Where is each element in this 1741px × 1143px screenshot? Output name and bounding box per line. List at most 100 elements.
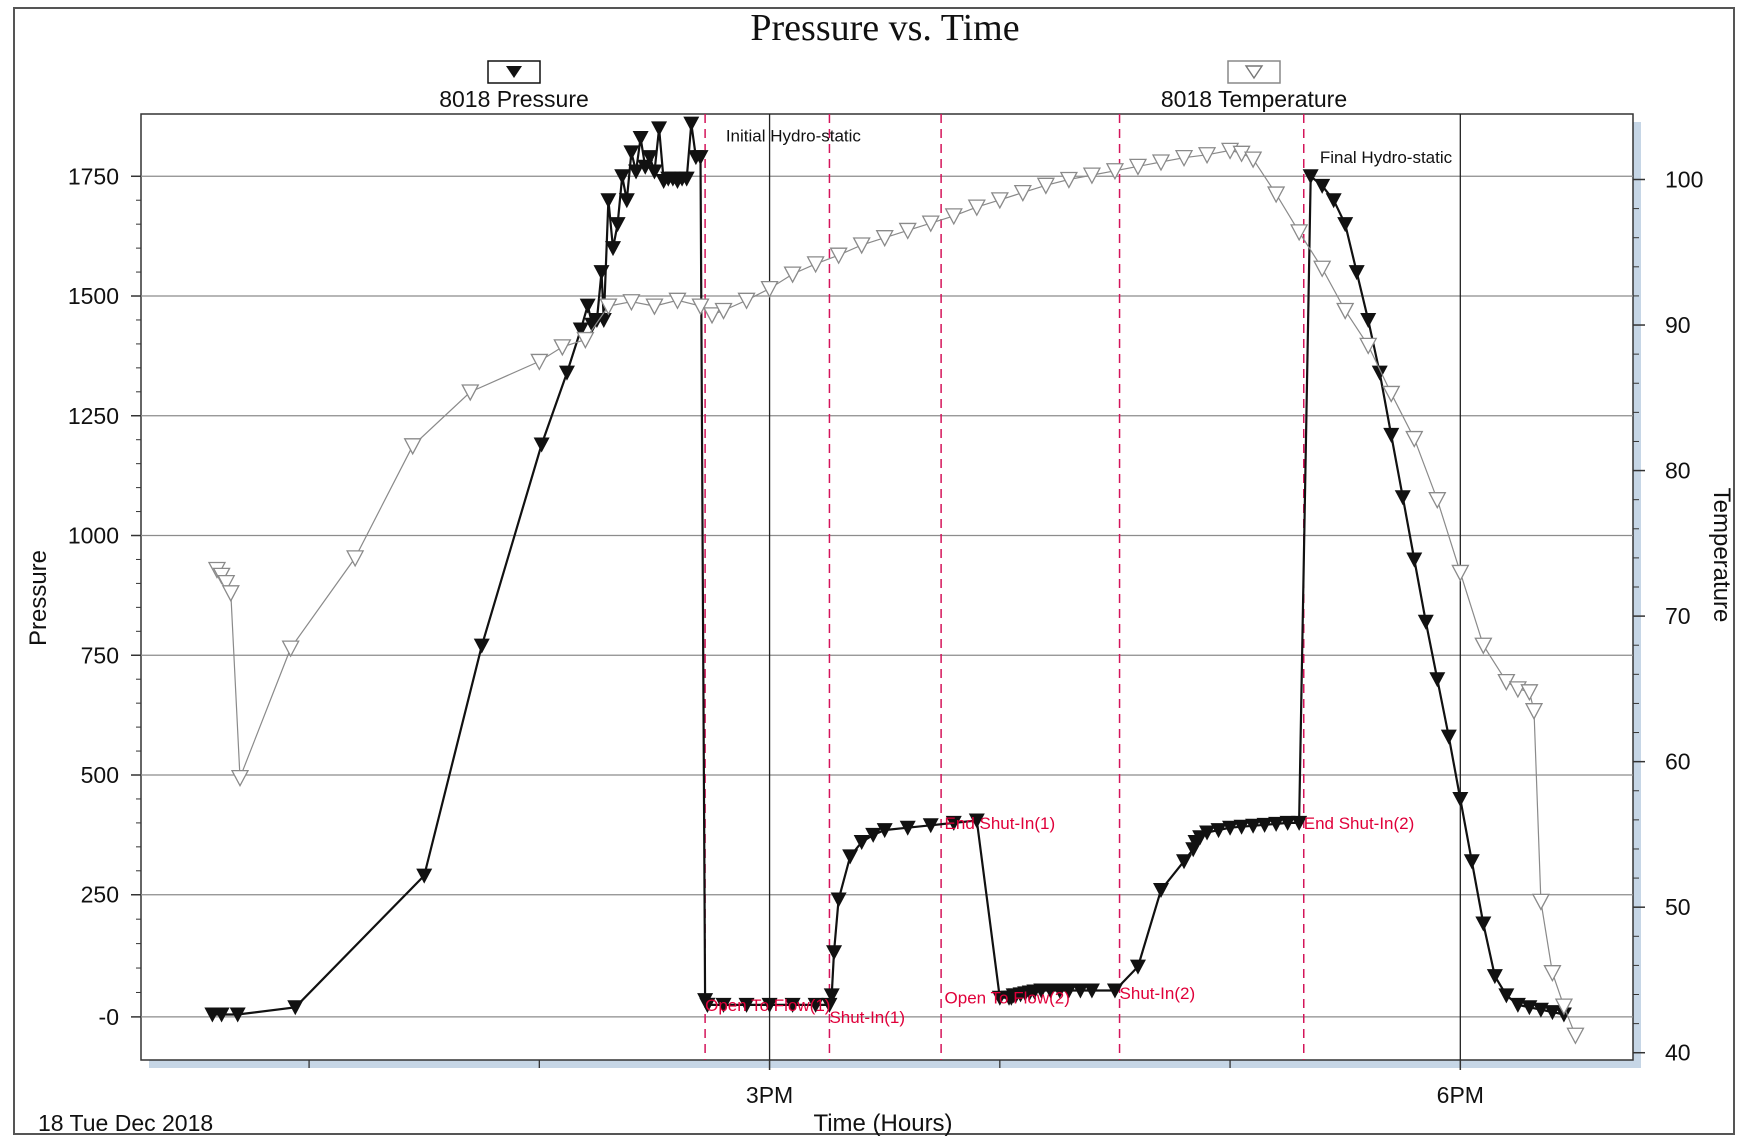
- temperature-point: [1313, 260, 1332, 278]
- temperature-point: [1244, 151, 1263, 169]
- temperature-point: [1520, 684, 1539, 702]
- temperature-point: [921, 215, 940, 233]
- temperature-point: [668, 292, 687, 310]
- pressure-point: [823, 988, 840, 1004]
- pressure-point: [651, 121, 668, 137]
- y-tick-label: 1000: [68, 523, 119, 549]
- temperature-point: [1543, 965, 1562, 983]
- pressure-point: [1463, 854, 1480, 870]
- y2-tick-label: 90: [1665, 312, 1691, 338]
- pressure-point: [600, 193, 617, 209]
- temperature-point: [875, 230, 894, 248]
- temperature-point: [1174, 150, 1194, 168]
- pressure-point: [1233, 819, 1250, 835]
- temperature-point: [530, 353, 549, 371]
- pressure-point: [699, 997, 716, 1013]
- pressure-point: [826, 945, 843, 961]
- temperature-point: [403, 438, 422, 456]
- pressure-point: [876, 823, 893, 839]
- pressure-point: [1256, 817, 1273, 833]
- legend-pressure-label: 8018 Pressure: [439, 86, 589, 112]
- temperature-point: [829, 247, 848, 265]
- pressure-point: [1429, 672, 1446, 688]
- pressure-point: [761, 997, 778, 1013]
- event-annotation: End Shut-In(1): [945, 814, 1056, 833]
- pressure-point: [1544, 1005, 1561, 1021]
- temperature-point: [1082, 167, 1102, 185]
- temperature-point: [221, 585, 240, 603]
- y-tick-label: 1500: [68, 283, 119, 309]
- pressure-point: [605, 241, 622, 257]
- temperature-point: [852, 237, 871, 255]
- legend-temperature-marker: [1244, 65, 1264, 80]
- y-tick-label: 1750: [68, 163, 119, 189]
- pressure-point: [1417, 614, 1434, 630]
- date-label: 18 Tue Dec 2018: [38, 1110, 213, 1136]
- y2-axis-label: Temperature: [1708, 488, 1735, 623]
- pressure-point: [618, 193, 635, 209]
- pressure-point: [1452, 791, 1469, 807]
- pressure-point: [1210, 823, 1227, 839]
- temperature-point: [1428, 492, 1447, 510]
- temperature-point: [1036, 177, 1055, 195]
- y-tick-label: 1250: [68, 403, 119, 429]
- event-annotation: Shut-In(1): [829, 1008, 905, 1027]
- pressure-point: [1475, 916, 1492, 932]
- pressure-point: [1176, 854, 1193, 870]
- pressure-point: [287, 1000, 304, 1016]
- temperature-point: [1474, 637, 1493, 655]
- pressure-point: [692, 150, 709, 166]
- pressure-point: [1083, 983, 1100, 999]
- y2-tick-label: 60: [1665, 749, 1691, 775]
- event-annotation: Open To Flow(2): [945, 989, 1070, 1008]
- event-annotation: Shut-In(2): [1120, 984, 1196, 1003]
- pressure-point: [1072, 983, 1089, 999]
- pressure-point: [1348, 265, 1365, 281]
- pressure-point: [1360, 312, 1377, 328]
- pressure-point: [595, 312, 612, 328]
- pressure-point: [1498, 988, 1515, 1004]
- temperature-point: [553, 339, 572, 357]
- y-tick-label: 500: [81, 762, 119, 788]
- temperature-point: [898, 222, 917, 240]
- x-tick-label: 6PM: [1437, 1082, 1484, 1108]
- pressure-point: [1314, 178, 1331, 194]
- temperature-series: [207, 142, 1585, 1045]
- temperature-point: [599, 298, 618, 316]
- pressure-point: [1521, 1000, 1538, 1016]
- temperature-point: [760, 280, 779, 299]
- pressure-point: [1486, 969, 1503, 985]
- series-layer: [204, 116, 1585, 1045]
- temperature-point: [645, 298, 664, 316]
- temperature-point: [1290, 224, 1309, 242]
- temperature-point: [1059, 171, 1078, 189]
- temperature-point: [737, 292, 756, 310]
- axis-layer: -0 250 500 750 1000 1250 1500 1750 40 50 60 70 80 90 1…: [68, 163, 1704, 1108]
- annotations-layer: Initial Hydro-static Final Hydro-static Op…: [705, 127, 1453, 1027]
- pressure-point: [593, 265, 610, 281]
- pressure-point: [842, 849, 859, 865]
- pressure-point: [1199, 825, 1216, 841]
- temperature-point: [714, 302, 733, 320]
- pressure-point: [609, 217, 626, 233]
- pressure-point: [1129, 959, 1146, 975]
- temperature-point: [1359, 337, 1378, 355]
- y2-tick-label: 100: [1665, 166, 1703, 192]
- pressure-point: [572, 322, 589, 338]
- y-tick-label: 750: [81, 642, 119, 668]
- temperature-point: [1524, 703, 1544, 721]
- y-tick-label: -0: [99, 1004, 119, 1030]
- pressure-point: [473, 638, 490, 654]
- temperature-point: [346, 550, 365, 568]
- temperature-point: [1151, 154, 1171, 172]
- temperature-point: [1554, 998, 1574, 1016]
- legend-temperature-label: 8018 Temperature: [1161, 86, 1347, 112]
- pressure-point: [865, 827, 882, 843]
- pressure-point: [968, 813, 985, 829]
- pressure-point: [623, 145, 640, 161]
- y-tick-label: 250: [81, 882, 119, 908]
- temperature-point: [806, 256, 825, 274]
- temperature-point: [281, 640, 300, 658]
- pressure-point: [1394, 490, 1411, 506]
- temperature-point: [691, 298, 710, 316]
